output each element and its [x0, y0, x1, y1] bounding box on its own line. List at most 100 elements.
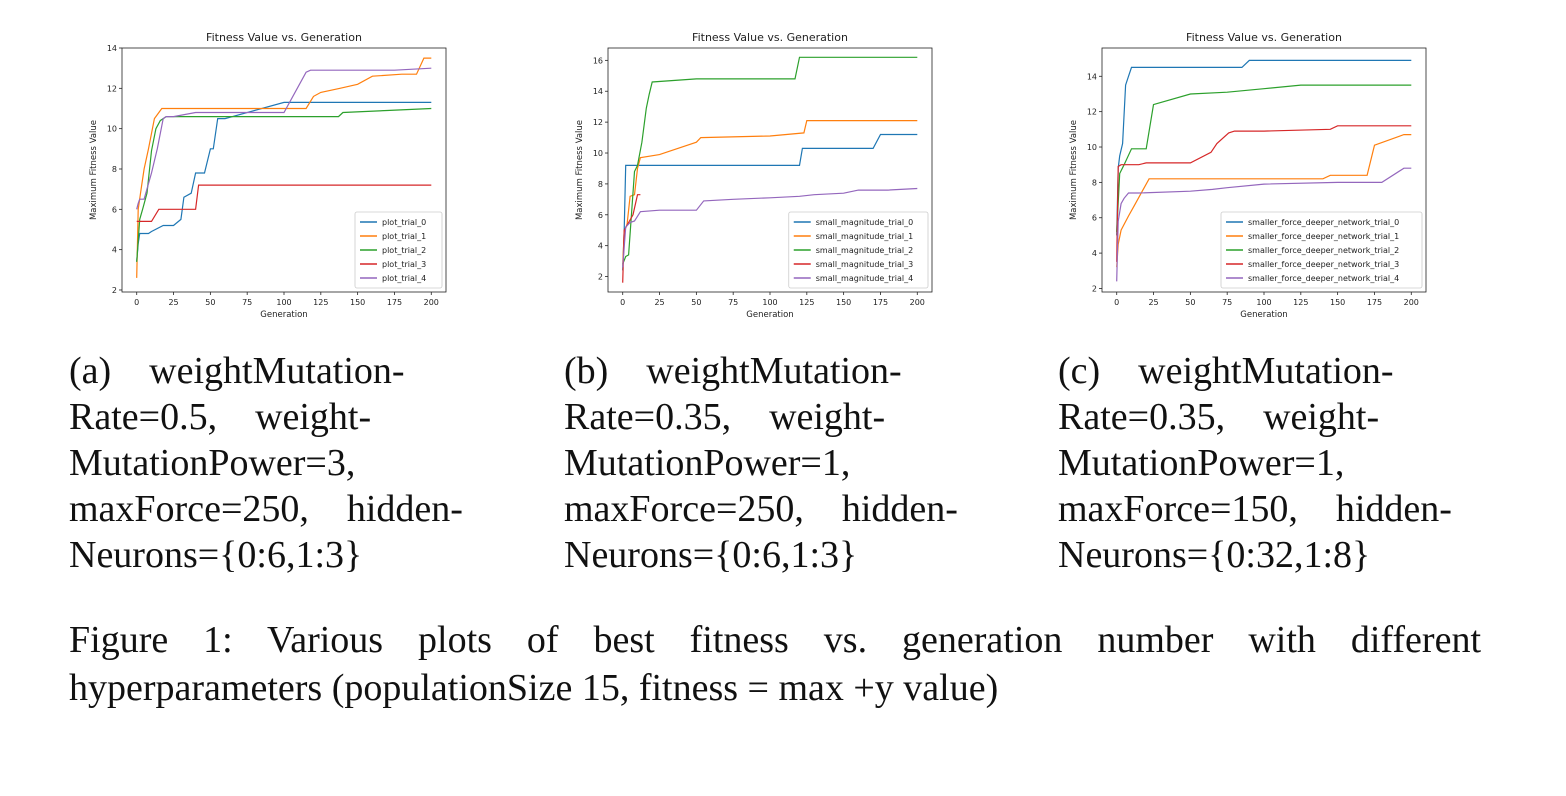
- y-tick-label: 2: [1092, 284, 1097, 293]
- legend-label: small_magnitude_trial_1: [816, 232, 913, 241]
- legend-label: small_magnitude_trial_3: [816, 260, 913, 269]
- subcaption-line: maxForce=250, hidden-: [564, 488, 958, 530]
- subcaption-line: Rate=0.5, weight-: [69, 396, 372, 438]
- x-tick-label: 75: [1222, 298, 1232, 307]
- y-tick-label: 14: [107, 44, 117, 53]
- subcaption-line: MutationPower=1,: [564, 442, 851, 484]
- legend-label: plot_trial_3: [382, 260, 426, 269]
- series-line: [136, 57, 432, 278]
- x-tick-label: 75: [728, 298, 738, 307]
- x-tick-label: 50: [691, 298, 701, 307]
- x-tick-label: 75: [242, 298, 252, 307]
- figure-caption-line: hyperparameters (populationSize 15, fitn…: [69, 667, 999, 709]
- legend-label: plot_trial_4: [382, 274, 426, 283]
- subcaption-line: Rate=0.35, weight-: [564, 396, 886, 438]
- legend-label: small_magnitude_trial_4: [816, 274, 913, 283]
- x-tick-label: 150: [836, 298, 851, 307]
- y-tick-label: 2: [598, 273, 603, 282]
- chart-title: Fitness Value vs. Generation: [206, 31, 362, 44]
- legend-label: smaller_force_deeper_network_trial_1: [1248, 232, 1399, 241]
- series-line: [1116, 125, 1412, 262]
- series-line: [622, 194, 641, 283]
- x-tick-label: 50: [205, 298, 215, 307]
- y-tick-label: 4: [1092, 249, 1097, 258]
- series-line: [622, 187, 918, 268]
- x-tick-label: 125: [313, 298, 328, 307]
- x-tick-label: 125: [799, 298, 814, 307]
- y-axis-label: Maximum Fitness Value: [1069, 120, 1079, 220]
- subcaption-line: maxForce=150, hidden-: [1058, 488, 1452, 530]
- x-tick-label: 100: [276, 298, 291, 307]
- y-tick-label: 12: [593, 118, 603, 127]
- legend-label: small_magnitude_trial_2: [816, 246, 913, 255]
- subcaption-line: Neurons={0:32,1:8}: [1058, 534, 1371, 576]
- subcaption-a: (a) weightMutation- Rate=0.5, weight- Mu…: [69, 348, 493, 578]
- x-tick-label: 25: [1148, 298, 1158, 307]
- series-line: [1116, 167, 1412, 282]
- chart-panel-b: Fitness Value vs. Generation 0 25 50 75 100 12…: [570, 28, 950, 324]
- x-tick-label: 0: [620, 298, 625, 307]
- chart-panel-c: Fitness Value vs. Generation 0 25 50 75 100 12…: [1064, 28, 1444, 324]
- series-line: [1116, 84, 1412, 232]
- subcaption-line: (b) weightMutation-: [564, 350, 902, 392]
- y-tick-label: 2: [112, 286, 117, 295]
- x-tick-label: 150: [1330, 298, 1345, 307]
- y-tick-label: 4: [598, 242, 603, 251]
- y-tick-label: 10: [593, 149, 603, 158]
- x-tick-label: 175: [387, 298, 402, 307]
- y-axis-label: Maximum Fitness Value: [89, 120, 99, 220]
- y-tick-label: 6: [598, 211, 603, 220]
- x-tick-label: 200: [424, 298, 439, 307]
- series-line: [622, 133, 918, 271]
- series-line: [1116, 133, 1412, 268]
- series-line: [1116, 59, 1412, 236]
- subcaption-line: Neurons={0:6,1:3}: [69, 534, 363, 576]
- x-tick-label: 175: [873, 298, 888, 307]
- y-tick-label: 4: [112, 246, 117, 255]
- x-tick-label: 200: [1404, 298, 1419, 307]
- legend-label: smaller_force_deeper_network_trial_0: [1248, 218, 1399, 227]
- y-tick-label: 14: [593, 87, 603, 96]
- legend-label: plot_trial_1: [382, 232, 426, 241]
- chart-title: Fitness Value vs. Generation: [692, 31, 848, 44]
- series-line: [622, 56, 918, 265]
- y-tick-label: 10: [107, 125, 117, 134]
- chart-title: Fitness Value vs. Generation: [1186, 31, 1342, 44]
- series-line: [136, 67, 432, 210]
- x-axis-label: Generation: [260, 310, 307, 320]
- y-tick-label: 8: [598, 180, 603, 189]
- x-tick-label: 200: [910, 298, 925, 307]
- legend-box: [354, 211, 443, 289]
- x-axis-label: Generation: [1240, 310, 1287, 320]
- subcaption-line: (c) weightMutation-: [1058, 350, 1394, 392]
- x-tick-label: 0: [1114, 298, 1119, 307]
- y-axis-label: Maximum Fitness Value: [575, 120, 585, 220]
- series-line: [136, 101, 432, 262]
- legend-label: plot_trial_2: [382, 246, 426, 255]
- y-tick-label: 6: [1092, 214, 1097, 223]
- y-tick-label: 8: [1092, 178, 1097, 187]
- chart-panel-a: Fitness Value vs. Generation 0 25 50 75 100 12…: [84, 28, 464, 324]
- chart-c: Fitness Value vs. Generation 0 25 50 75 100 12…: [1069, 31, 1427, 320]
- y-tick-label: 8: [112, 165, 117, 174]
- chart-b: Fitness Value vs. Generation 0 25 50 75 100 12…: [575, 31, 933, 320]
- legend-label: smaller_force_deeper_network_trial_2: [1248, 246, 1399, 255]
- y-tick-label: 12: [1087, 108, 1097, 117]
- x-tick-label: 50: [1185, 298, 1195, 307]
- x-tick-label: 150: [350, 298, 365, 307]
- y-tick-label: 6: [112, 205, 117, 214]
- legend-box: [1220, 211, 1423, 289]
- x-tick-label: 175: [1367, 298, 1382, 307]
- y-tick-label: 10: [1087, 143, 1097, 152]
- legend-label: smaller_force_deeper_network_trial_4: [1248, 274, 1399, 283]
- legend-label: plot_trial_0: [382, 218, 426, 227]
- x-tick-label: 100: [762, 298, 777, 307]
- subcaption-line: maxForce=250, hidden-: [69, 488, 463, 530]
- figure-caption: Figure 1: Various plots of best fitness …: [69, 616, 1481, 712]
- x-tick-label: 25: [654, 298, 664, 307]
- y-tick-label: 16: [593, 56, 603, 65]
- legend-box: [788, 211, 929, 289]
- subcaption-line: Neurons={0:6,1:3}: [564, 534, 858, 576]
- x-tick-label: 125: [1293, 298, 1308, 307]
- y-tick-label: 12: [107, 84, 117, 93]
